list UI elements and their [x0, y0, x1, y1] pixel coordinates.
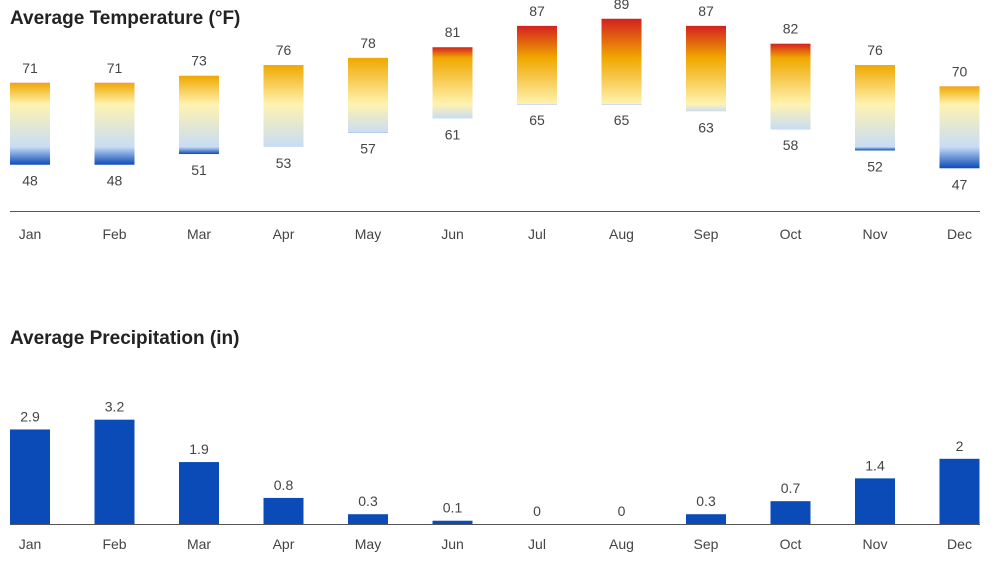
precipitation-month-tick: Oct — [780, 536, 802, 552]
temperature-month-tick: Apr — [273, 226, 295, 242]
precipitation-month-tick: Apr — [273, 536, 295, 552]
temperature-low-label: 52 — [867, 158, 883, 174]
temperature-chart: 71 48 Jan 71 48 Feb 73 51 Mar 76 53 Apr 78 57 May 81 61 J… — [10, 0, 980, 242]
precipitation-bar-jun — [432, 520, 473, 524]
temperature-high-label: 71 — [107, 60, 123, 76]
temperature-high-label: 87 — [698, 3, 714, 19]
precipitation-month-tick: Aug — [609, 536, 634, 552]
precipitation-bar-feb — [94, 419, 135, 524]
precipitation-value-label: 0.1 — [443, 500, 463, 516]
temperature-high-label: 89 — [614, 0, 630, 12]
temperature-high-label: 76 — [867, 42, 883, 58]
temperature-bar-nov — [855, 65, 895, 151]
precipitation-month-tick: May — [355, 536, 381, 552]
precipitation-value-label: 0 — [618, 503, 626, 519]
precipitation-month-tick: Nov — [863, 536, 888, 552]
temperature-bar-sep — [686, 25, 726, 112]
precipitation-value-label: 2.9 — [20, 408, 40, 424]
temperature-bar-jul — [517, 25, 557, 105]
temperature-low-label: 53 — [276, 155, 292, 171]
temperature-high-label: 82 — [783, 21, 799, 37]
temperature-low-label: 57 — [360, 141, 376, 157]
temperature-month-tick: Oct — [780, 226, 802, 242]
temperature-bar-jun — [432, 47, 473, 119]
precipitation-value-label: 0 — [533, 503, 541, 519]
precipitation-bar-oct — [770, 501, 811, 524]
temperature-month-tick: Sep — [694, 226, 719, 242]
temperature-low-label: 63 — [698, 119, 714, 135]
temperature-high-label: 70 — [952, 63, 968, 79]
precipitation-month-tick: Mar — [187, 536, 211, 552]
temperature-low-label: 47 — [952, 176, 968, 192]
temperature-high-label: 87 — [529, 3, 545, 19]
precipitation-value-label: 0.7 — [781, 480, 801, 496]
temperature-bar-mar — [179, 75, 219, 155]
precipitation-value-label: 0.3 — [358, 493, 378, 509]
temperature-month-tick: Mar — [187, 226, 211, 242]
precipitation-month-tick: Sep — [694, 536, 719, 552]
precipitation-month-tick: Jan — [19, 536, 42, 552]
temperature-chart-title: Average Temperature (°F) — [10, 8, 241, 29]
precipitation-chart-title: Average Precipitation (in) — [10, 328, 240, 349]
precipitation-value-label: 0.8 — [274, 477, 294, 493]
precipitation-chart: 2.9 Jan 3.2 Feb 1.9 Mar 0.8 Apr 0.3 May 0.1 Jun 0 Jul… — [10, 399, 980, 552]
precipitation-bar-sep — [686, 514, 726, 524]
temperature-low-label: 65 — [614, 112, 630, 128]
precipitation-month-tick: Jul — [528, 536, 546, 552]
precipitation-bar-dec — [939, 458, 980, 524]
precipitation-bar-may — [348, 514, 388, 524]
precipitation-month-tick: Dec — [947, 536, 972, 552]
precipitation-bar-mar — [179, 462, 219, 524]
temperature-month-tick: Feb — [102, 226, 126, 242]
precipitation-value-label: 1.4 — [865, 457, 885, 473]
temperature-bar-aug — [601, 18, 642, 105]
temperature-high-label: 81 — [445, 24, 461, 40]
precipitation-value-label: 3.2 — [105, 399, 125, 415]
temperature-high-label: 76 — [276, 42, 292, 58]
precipitation-value-label: 1.9 — [189, 441, 209, 457]
temperature-month-tick: Nov — [863, 226, 888, 242]
precipitation-month-tick: Feb — [102, 536, 126, 552]
temperature-low-label: 48 — [107, 173, 123, 189]
temperature-low-label: 58 — [783, 137, 799, 153]
temperature-bar-dec — [939, 86, 980, 169]
temperature-month-tick: Dec — [947, 226, 972, 242]
temperature-low-label: 51 — [191, 162, 207, 178]
precipitation-bar-nov — [855, 478, 895, 524]
temperature-month-tick: Jul — [528, 226, 546, 242]
temperature-high-label: 78 — [360, 35, 376, 51]
temperature-low-label: 61 — [445, 126, 461, 142]
temperature-month-tick: May — [355, 226, 381, 242]
temperature-month-tick: Jan — [19, 226, 42, 242]
temperature-bar-may — [348, 57, 388, 133]
temperature-high-label: 73 — [191, 53, 207, 69]
temperature-month-tick: Aug — [609, 226, 634, 242]
temperature-low-label: 48 — [22, 173, 38, 189]
precipitation-value-label: 0.3 — [696, 493, 716, 509]
temperature-bar-jan — [10, 82, 50, 165]
precipitation-month-tick: Jun — [441, 536, 464, 552]
temperature-bar-feb — [94, 82, 135, 165]
temperature-month-tick: Jun — [441, 226, 464, 242]
precipitation-bar-jan — [10, 429, 50, 524]
precipitation-value-label: 2 — [956, 438, 964, 454]
temperature-bar-apr — [263, 65, 304, 147]
precipitation-bar-apr — [263, 497, 304, 524]
temperature-bar-oct — [770, 43, 811, 130]
temperature-high-label: 71 — [22, 60, 38, 76]
temperature-low-label: 65 — [529, 112, 545, 128]
